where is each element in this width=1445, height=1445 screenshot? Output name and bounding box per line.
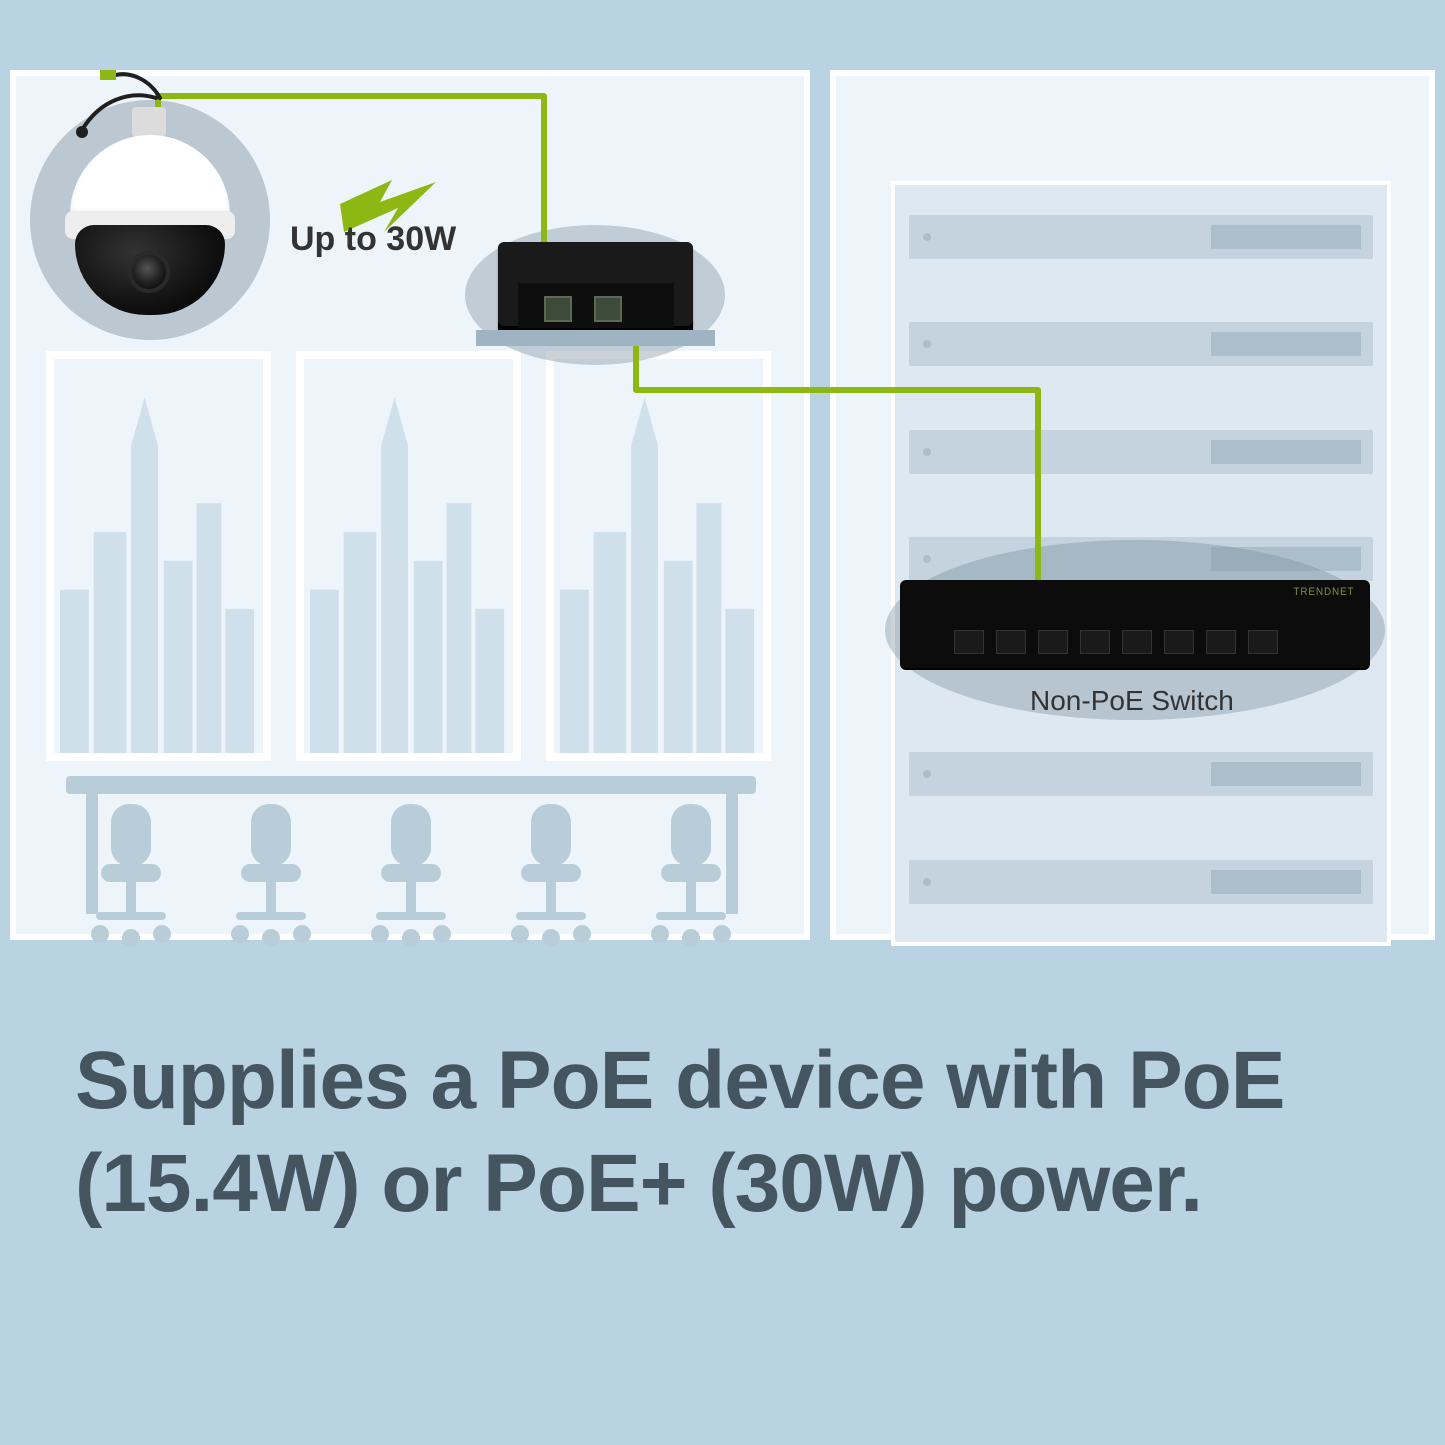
power-label: Up to 30W [290, 220, 456, 259]
office-chair [356, 804, 466, 959]
infographic-canvas: TRENDNET Non-PoE Switch Up to 30W Suppli… [0, 0, 1445, 1445]
poe-injector-icon [498, 242, 693, 334]
office-window [46, 351, 271, 761]
office-window [546, 351, 771, 761]
ptz-camera-icon [50, 95, 250, 325]
office-chair [636, 804, 746, 959]
rack-unit [909, 860, 1373, 904]
office-window [296, 351, 521, 761]
conference-table [66, 776, 756, 794]
office-chair [496, 804, 606, 959]
office-chair [76, 804, 186, 959]
office-chair [216, 804, 326, 959]
rack-unit [909, 752, 1373, 796]
rack-unit [909, 215, 1373, 259]
injector-shelf [476, 330, 715, 346]
caption-line-1: Supplies a PoE device with PoE [75, 1030, 1284, 1133]
rack-unit [909, 322, 1373, 366]
caption-line-2: (15.4W) or PoE+ (30W) power. [75, 1133, 1284, 1236]
caption: Supplies a PoE device with PoE (15.4W) o… [75, 1030, 1284, 1235]
network-switch-icon: TRENDNET [900, 580, 1370, 668]
switch-label: Non-PoE Switch [1030, 685, 1234, 717]
rack-unit [909, 430, 1373, 474]
server-room [830, 70, 1435, 940]
